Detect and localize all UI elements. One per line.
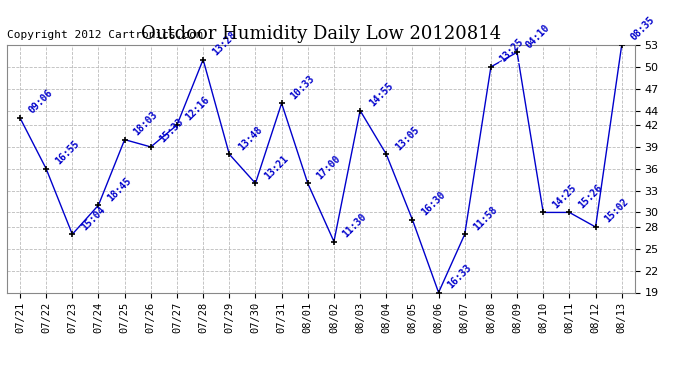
Text: 13:28: 13:28 bbox=[210, 30, 238, 57]
Text: 13:21: 13:21 bbox=[262, 153, 290, 181]
Text: 11:58: 11:58 bbox=[472, 204, 500, 232]
Text: 12:16: 12:16 bbox=[184, 95, 212, 123]
Text: 08:35: 08:35 bbox=[629, 15, 656, 43]
Text: 18:03: 18:03 bbox=[132, 110, 159, 138]
Text: 13:05: 13:05 bbox=[393, 124, 421, 152]
Text: 13:48: 13:48 bbox=[236, 124, 264, 152]
Text: 16:33: 16:33 bbox=[446, 262, 473, 290]
Text: 16:30: 16:30 bbox=[420, 190, 447, 217]
Text: 15:33: 15:33 bbox=[158, 117, 186, 145]
Text: 16:55: 16:55 bbox=[53, 139, 81, 166]
Text: 09:06: 09:06 bbox=[27, 88, 55, 116]
Text: 15:04: 15:04 bbox=[79, 204, 107, 232]
Text: 15:26: 15:26 bbox=[576, 182, 604, 210]
Text: Copyright 2012 Cartronics.com: Copyright 2012 Cartronics.com bbox=[7, 30, 203, 39]
Text: 15:02: 15:02 bbox=[602, 197, 631, 225]
Text: 04:10: 04:10 bbox=[524, 22, 552, 50]
Text: 14:25: 14:25 bbox=[550, 182, 578, 210]
Text: 18:45: 18:45 bbox=[106, 175, 133, 203]
Text: 14:55: 14:55 bbox=[367, 81, 395, 108]
Title: Outdoor Humidity Daily Low 20120814: Outdoor Humidity Daily Low 20120814 bbox=[141, 26, 501, 44]
Text: 10:33: 10:33 bbox=[288, 73, 317, 101]
Text: 17:00: 17:00 bbox=[315, 153, 342, 181]
Text: 13:25: 13:25 bbox=[498, 37, 526, 64]
Text: 11:30: 11:30 bbox=[341, 211, 368, 239]
